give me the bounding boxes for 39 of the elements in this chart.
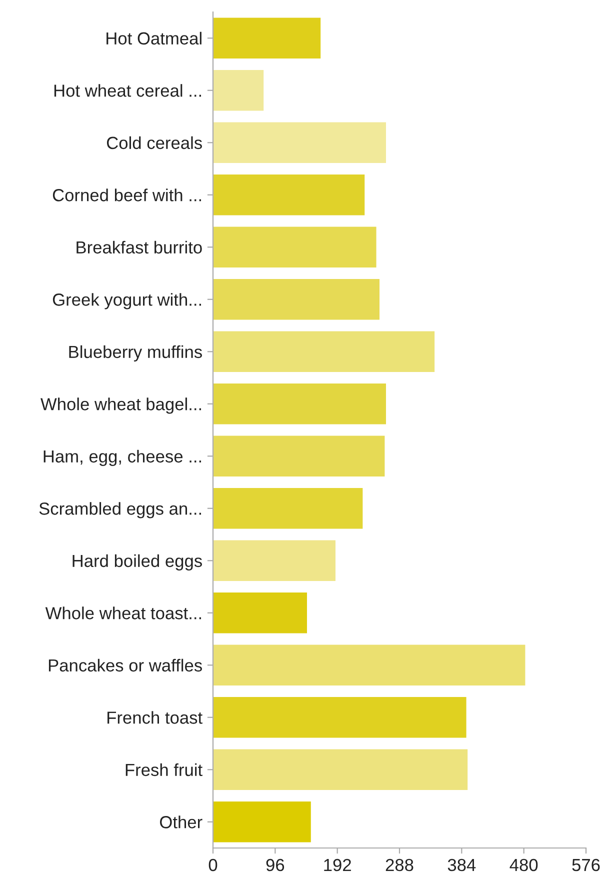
bar <box>213 696 468 739</box>
y-tick-label: Hot wheat cereal ... <box>54 84 202 97</box>
bar <box>213 800 312 844</box>
y-tick-label: Whole wheat bagel... <box>40 398 202 414</box>
y-tick-label: Greek yogurt with... <box>52 293 202 310</box>
bar <box>213 382 388 426</box>
bar <box>213 16 322 60</box>
y-tick-label: Ham, egg, cheese ... <box>44 450 202 466</box>
bar <box>213 434 386 478</box>
y-tick-label: Corned beef with ... <box>52 188 202 202</box>
x-tick-label: 576 <box>572 858 600 872</box>
bar <box>213 278 381 321</box>
bar <box>213 539 337 582</box>
bar <box>213 68 265 112</box>
y-tick-label: Pancakes or waffles <box>48 658 202 672</box>
y-tick-label: Whole wheat toast... <box>45 606 202 620</box>
y-tick-label: Scrambled eggs an... <box>39 502 202 518</box>
bar <box>213 748 469 792</box>
y-tick-label: Hot Oatmeal <box>106 32 202 45</box>
y-tick-label: French toast <box>108 711 202 724</box>
x-tick-label: 192 <box>324 858 351 872</box>
x-tick-label: 384 <box>448 858 476 872</box>
y-tick-label: Fresh fruit <box>126 763 202 776</box>
bar <box>213 226 378 269</box>
y-tick-label: Cold cereals <box>106 136 202 150</box>
y-tick-label: Hard boiled eggs <box>72 554 202 571</box>
y-tick-label: Breakfast burrito <box>76 240 202 254</box>
y-tick-label: Other <box>160 816 202 828</box>
x-tick-label: 96 <box>266 858 284 872</box>
y-tick-label: Blueberry muffins <box>69 345 202 362</box>
bar <box>213 486 364 530</box>
x-tick-label: 480 <box>510 858 538 872</box>
bar <box>213 591 308 634</box>
x-tick-label: 288 <box>386 858 414 872</box>
bar <box>213 330 436 374</box>
bar <box>213 173 366 216</box>
bar <box>213 644 526 687</box>
x-tick-label: 0 <box>208 858 218 872</box>
bar <box>213 121 388 164</box>
